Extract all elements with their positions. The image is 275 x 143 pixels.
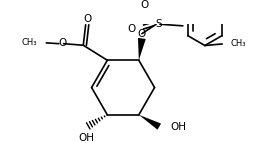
Text: OH: OH: [79, 133, 95, 143]
Polygon shape: [139, 115, 161, 130]
Text: O: O: [58, 38, 66, 48]
Text: O: O: [137, 29, 145, 39]
Text: O: O: [140, 0, 148, 10]
Polygon shape: [138, 38, 146, 60]
Text: O: O: [127, 24, 136, 34]
Text: O: O: [83, 14, 91, 24]
Text: OH: OH: [170, 122, 186, 132]
Text: S: S: [155, 19, 162, 29]
Text: CH₃: CH₃: [21, 38, 37, 47]
Text: CH₃: CH₃: [230, 39, 246, 48]
